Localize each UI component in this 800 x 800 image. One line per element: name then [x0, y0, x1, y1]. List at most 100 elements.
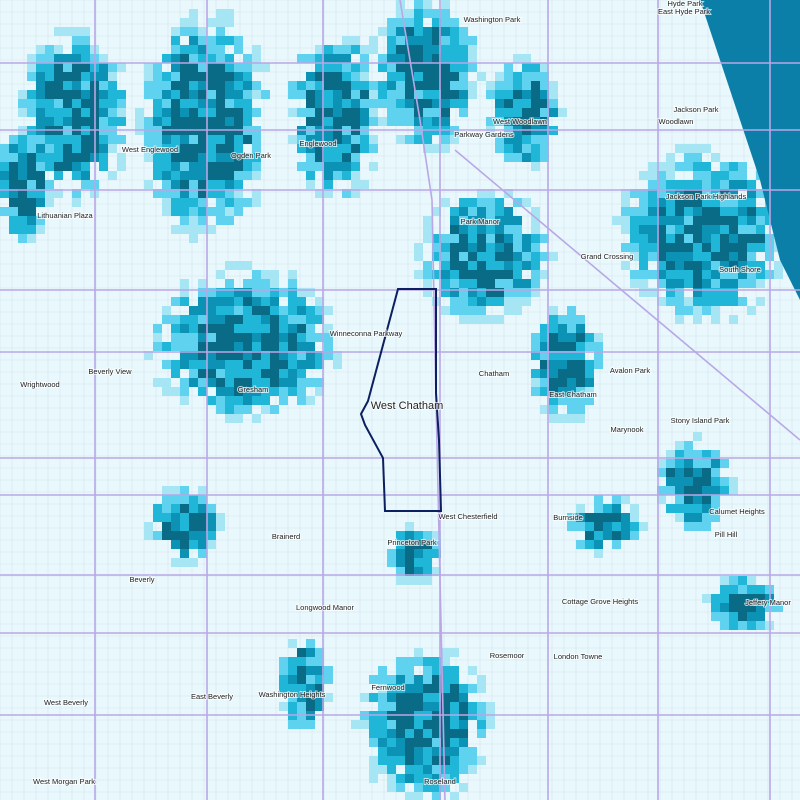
block — [441, 648, 450, 657]
block — [504, 261, 513, 270]
block — [540, 387, 549, 396]
block — [243, 279, 252, 288]
block — [441, 9, 450, 18]
block — [729, 261, 738, 270]
block — [72, 99, 81, 108]
block — [675, 486, 684, 495]
block — [162, 495, 171, 504]
block — [585, 387, 594, 396]
block — [207, 522, 216, 531]
block — [387, 783, 396, 792]
block — [720, 270, 729, 279]
block — [558, 369, 567, 378]
block — [117, 153, 126, 162]
block — [477, 207, 486, 216]
block — [702, 225, 711, 234]
block — [558, 315, 567, 324]
block — [252, 288, 261, 297]
block — [81, 153, 90, 162]
block — [252, 270, 261, 279]
block — [531, 81, 540, 90]
block — [207, 81, 216, 90]
block — [720, 252, 729, 261]
block — [234, 315, 243, 324]
block — [207, 171, 216, 180]
block — [513, 81, 522, 90]
block — [666, 171, 675, 180]
block — [639, 198, 648, 207]
block — [45, 135, 54, 144]
block — [315, 189, 324, 198]
block — [72, 171, 81, 180]
block — [360, 135, 369, 144]
block — [540, 270, 549, 279]
block — [216, 63, 225, 72]
block — [198, 36, 207, 45]
block — [171, 324, 180, 333]
block — [648, 162, 657, 171]
block — [396, 702, 405, 711]
block — [243, 297, 252, 306]
block — [171, 153, 180, 162]
block — [423, 117, 432, 126]
block — [180, 495, 189, 504]
block — [459, 27, 468, 36]
block — [675, 477, 684, 486]
block — [306, 288, 315, 297]
block — [297, 369, 306, 378]
block — [666, 162, 675, 171]
block — [702, 270, 711, 279]
block — [171, 225, 180, 234]
block — [693, 243, 702, 252]
block — [189, 531, 198, 540]
block — [720, 234, 729, 243]
block — [738, 207, 747, 216]
block — [135, 108, 144, 117]
block — [333, 99, 342, 108]
block — [594, 360, 603, 369]
block — [459, 225, 468, 234]
lake — [700, 0, 800, 300]
block — [738, 171, 747, 180]
block — [252, 369, 261, 378]
block — [288, 90, 297, 99]
block — [279, 324, 288, 333]
block — [162, 387, 171, 396]
block — [414, 27, 423, 36]
block — [423, 756, 432, 765]
neighborhood-label: Wrightwood — [20, 380, 59, 389]
block — [171, 81, 180, 90]
block — [396, 729, 405, 738]
block — [378, 693, 387, 702]
block — [441, 747, 450, 756]
block — [180, 198, 189, 207]
block — [747, 585, 756, 594]
block — [450, 747, 459, 756]
block — [621, 207, 630, 216]
block — [432, 684, 441, 693]
neighborhood-label: Cottage Grove Heights — [562, 597, 639, 606]
block — [378, 738, 387, 747]
block — [189, 171, 198, 180]
block — [207, 324, 216, 333]
block — [72, 27, 81, 36]
block — [486, 207, 495, 216]
block — [306, 108, 315, 117]
block — [612, 504, 621, 513]
block — [162, 504, 171, 513]
block — [153, 189, 162, 198]
block — [288, 351, 297, 360]
block — [369, 756, 378, 765]
block — [459, 288, 468, 297]
neighborhood-label: West Chesterfield — [438, 512, 497, 521]
block — [450, 243, 459, 252]
block — [63, 27, 72, 36]
block — [144, 144, 153, 153]
block — [396, 720, 405, 729]
block — [756, 585, 765, 594]
block — [45, 189, 54, 198]
block — [171, 45, 180, 54]
block — [531, 63, 540, 72]
block — [711, 594, 720, 603]
block — [423, 45, 432, 54]
